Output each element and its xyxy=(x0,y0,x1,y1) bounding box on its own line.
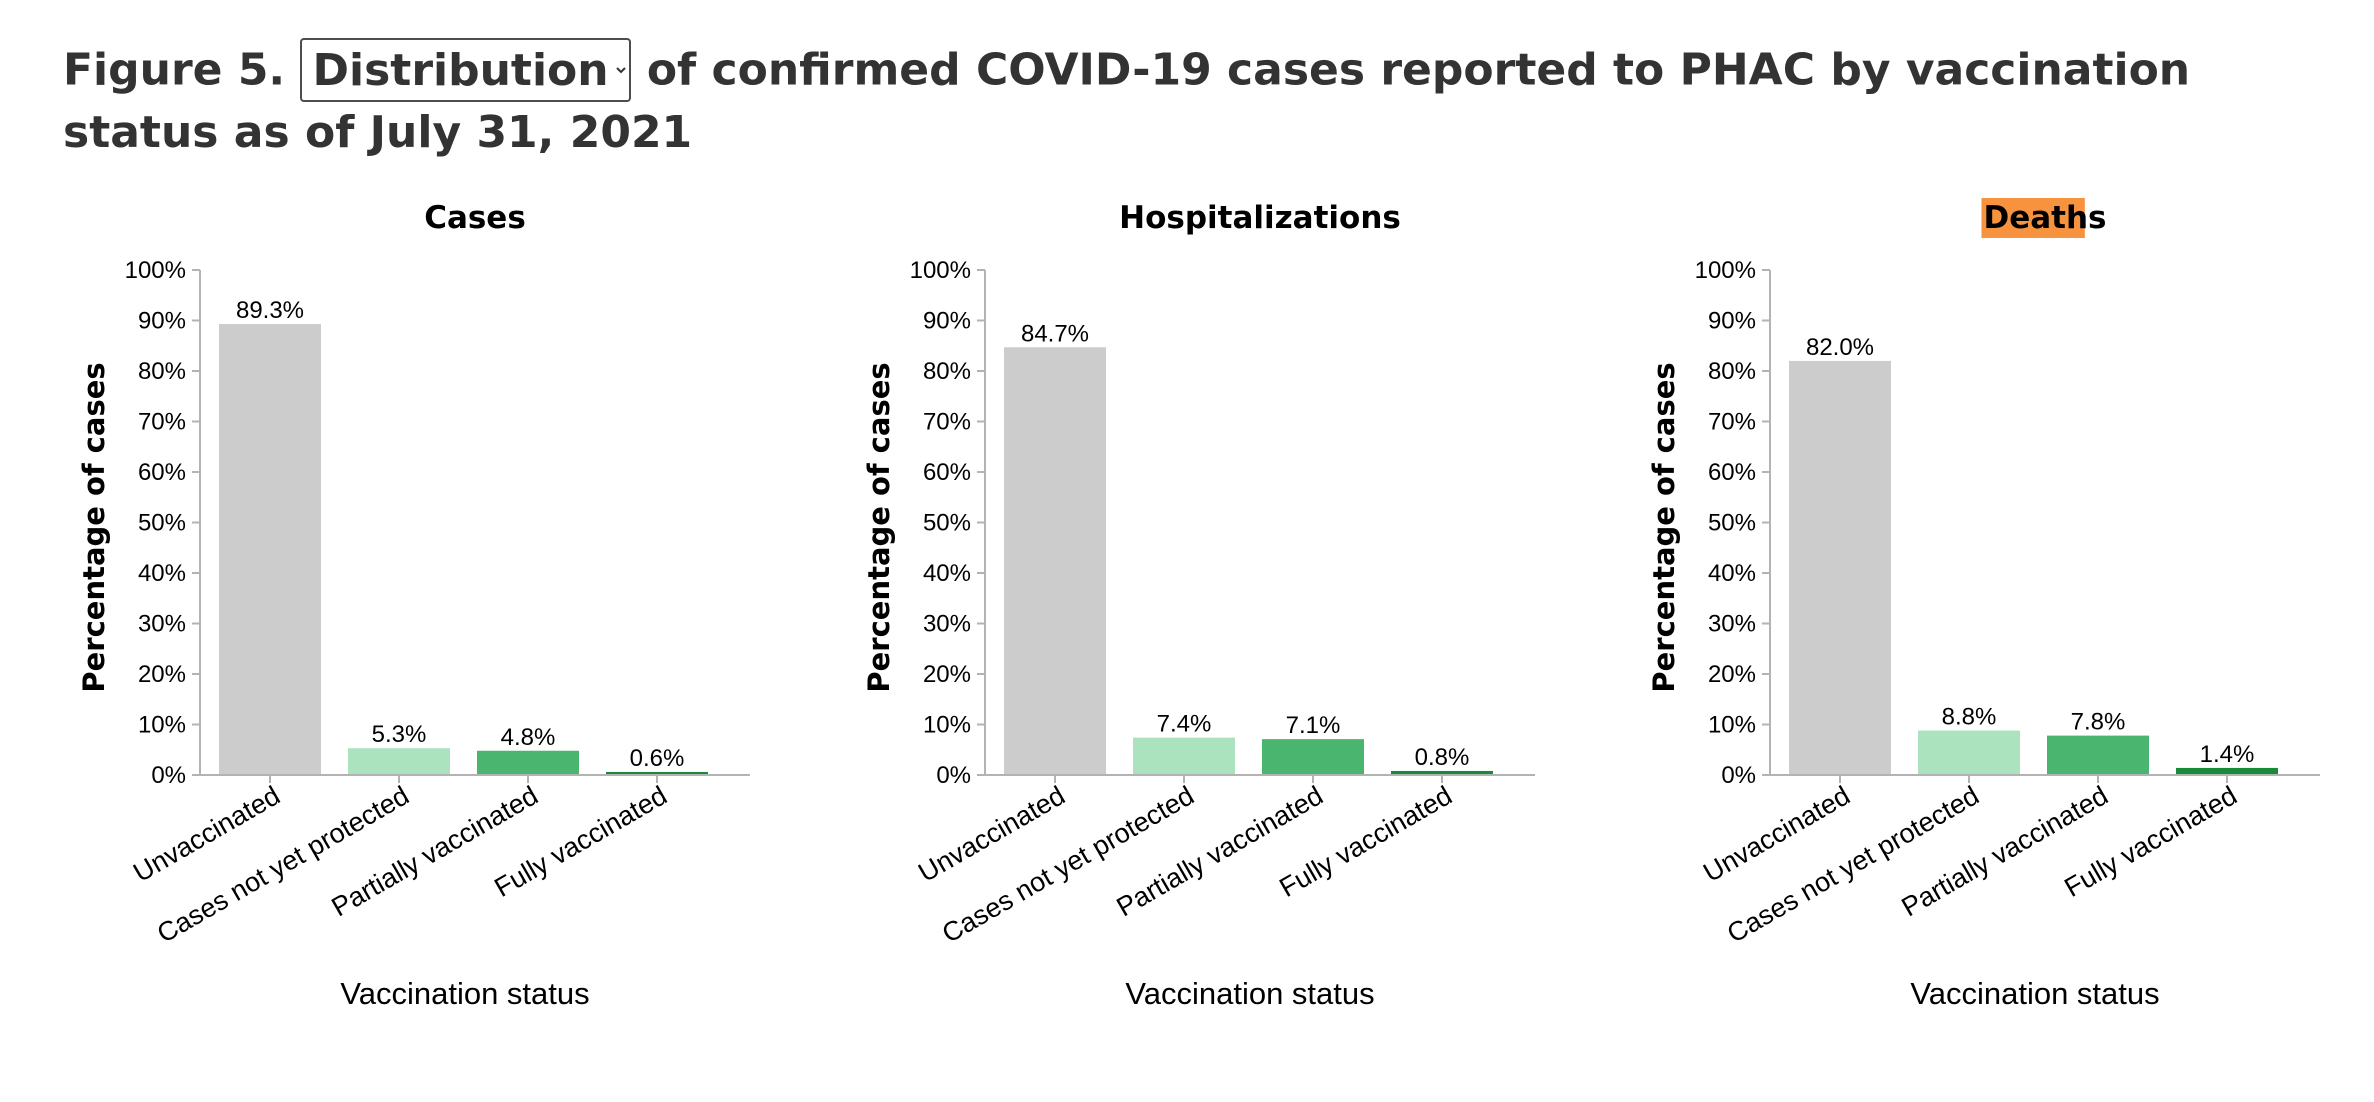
y-tick-label: 100% xyxy=(1695,257,1756,284)
y-tick-label: 20% xyxy=(138,661,186,688)
bar-fully-vaccinated xyxy=(606,771,708,775)
y-tick-label: 10% xyxy=(1708,712,1756,739)
y-tick-label: 10% xyxy=(138,712,186,739)
y-tick-label: 50% xyxy=(923,510,971,537)
measure-select[interactable]: Distribution xyxy=(300,38,632,102)
data-label-cases-not-yet-protected: 5.3% xyxy=(372,721,427,748)
y-tick-label: 80% xyxy=(1708,358,1756,385)
y-tick-label: 40% xyxy=(1708,560,1756,587)
y-tick-label: 10% xyxy=(923,712,971,739)
chart-deaths: Deaths 0% 10% 20% 30% 40% 50% 60% 70% 80% 90% 100% 8… xyxy=(1647,198,2320,1011)
data-label-fully-vaccinated: 0.6% xyxy=(630,745,685,772)
chart-hospitalizations: Hospitalizations 0% 10% 20% 30% 40% 50% 60% 70% 8… xyxy=(862,200,1535,1011)
y-tick-label: 0% xyxy=(151,762,186,789)
panel-title-group: Cases xyxy=(424,200,526,236)
data-label-partially-vaccinated: 7.1% xyxy=(1286,712,1341,739)
data-label-partially-vaccinated: 4.8% xyxy=(501,724,556,751)
y-tick-label: 80% xyxy=(138,358,186,385)
title-highlight xyxy=(1981,198,2085,238)
panel-title: Deaths xyxy=(1983,200,2106,236)
y-tick-label: 30% xyxy=(1708,611,1756,638)
bar-partially-vaccinated xyxy=(2047,735,2149,775)
y-axis-title: Percentage of cases xyxy=(1647,362,1681,692)
y-tick-label: 0% xyxy=(1721,762,1756,789)
y-tick-label: 50% xyxy=(138,510,186,537)
y-tick-label: 30% xyxy=(923,611,971,638)
bar-fully-vaccinated xyxy=(2176,767,2278,775)
panel-title: Cases xyxy=(424,200,526,236)
y-tick-label: 40% xyxy=(138,560,186,587)
data-label-unvaccinated: 82.0% xyxy=(1806,334,1874,361)
bar-partially-vaccinated xyxy=(477,750,579,775)
data-label-partially-vaccinated: 7.8% xyxy=(2071,709,2126,736)
data-label-cases-not-yet-protected: 8.8% xyxy=(1942,704,1997,731)
x-axis-title: Vaccination status xyxy=(340,976,589,1011)
panel-title-group: Hospitalizations xyxy=(1119,200,1401,236)
y-tick-label: 60% xyxy=(138,459,186,486)
y-tick-label: 60% xyxy=(923,459,971,486)
y-tick-label: 40% xyxy=(923,560,971,587)
y-tick-label: 80% xyxy=(923,358,971,385)
bar-partially-vaccinated xyxy=(1262,739,1364,775)
y-tick-label: 0% xyxy=(936,762,971,789)
y-tick-label: 70% xyxy=(923,409,971,436)
data-label-unvaccinated: 84.7% xyxy=(1021,320,1089,347)
y-tick-label: 30% xyxy=(138,611,186,638)
x-category-label: Partially vaccinated xyxy=(1897,780,2113,922)
y-tick-label: 20% xyxy=(1708,661,1756,688)
bar-unvaccinated xyxy=(1789,360,1891,775)
y-tick-label: 70% xyxy=(138,409,186,436)
y-tick-label: 90% xyxy=(923,308,971,335)
bar-cases-not-yet-protected xyxy=(1918,730,2020,775)
bar-cases-not-yet-protected xyxy=(348,748,450,775)
figure-heading: Figure 5. Distribution of confirmed COVI… xyxy=(63,38,2313,164)
figure-number: Figure 5. xyxy=(63,44,286,96)
x-category-label: Partially vaccinated xyxy=(1112,780,1328,922)
data-label-unvaccinated: 89.3% xyxy=(236,297,304,324)
y-axis-title: Percentage of cases xyxy=(77,362,111,692)
x-category-label: Partially vaccinated xyxy=(327,780,543,922)
bar-cases-not-yet-protected xyxy=(1133,737,1235,775)
y-tick-label: 90% xyxy=(138,308,186,335)
bar-fully-vaccinated xyxy=(1391,770,1493,775)
y-tick-label: 90% xyxy=(1708,308,1756,335)
chart-cases: Cases 0% 10% 20% 30% 40% 50% 60% 70% 80% 90% 100% 89… xyxy=(77,200,750,1011)
y-axis-title: Percentage of cases xyxy=(862,362,896,692)
x-axis-title: Vaccination status xyxy=(1910,976,2159,1011)
data-label-fully-vaccinated: 1.4% xyxy=(2200,741,2255,768)
panel-title-group: Deaths xyxy=(1981,198,2107,238)
data-label-cases-not-yet-protected: 7.4% xyxy=(1157,711,1212,738)
bar-unvaccinated xyxy=(219,324,321,775)
bar-unvaccinated xyxy=(1004,347,1106,775)
y-tick-label: 20% xyxy=(923,661,971,688)
y-tick-label: 100% xyxy=(910,257,971,284)
y-tick-label: 50% xyxy=(1708,510,1756,537)
figure-caption: of confirmed COVID-19 cases reported to … xyxy=(63,44,2191,159)
y-tick-label: 100% xyxy=(125,257,186,284)
y-tick-label: 70% xyxy=(1708,409,1756,436)
x-axis-title: Vaccination status xyxy=(1125,976,1374,1011)
panel-title: Hospitalizations xyxy=(1119,200,1401,236)
data-label-fully-vaccinated: 0.8% xyxy=(1415,744,1470,771)
y-tick-label: 60% xyxy=(1708,459,1756,486)
